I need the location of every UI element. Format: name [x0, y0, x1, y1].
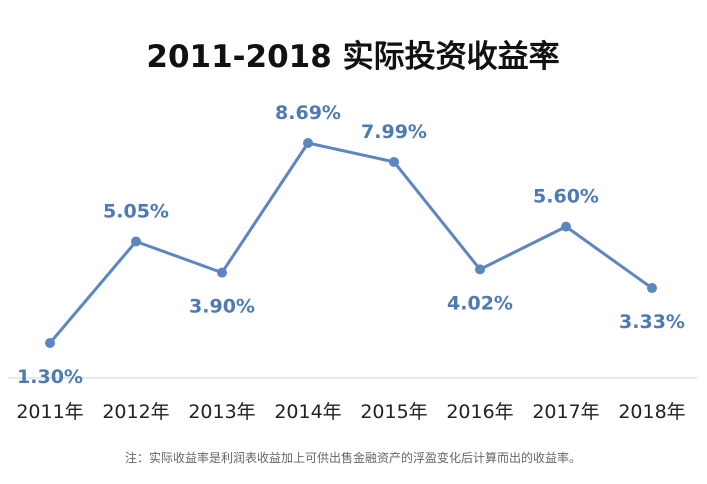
data-point: [131, 236, 141, 247]
data-point: [303, 138, 313, 148]
x-tick-label: 2015年: [360, 401, 427, 423]
series-line: [48, 141, 653, 344]
series-group: [45, 138, 657, 348]
x-tick-label: 2013年: [188, 401, 255, 423]
data-point: [475, 264, 485, 275]
data-label: 3.90%: [189, 296, 255, 318]
x-tick-labels-group: 2011年 2012年 2013年 2014年 2015年 2016年 2017年 2018年: [16, 401, 685, 423]
data-point: [217, 267, 227, 278]
x-tick-label: 2018年: [618, 401, 685, 423]
data-label: 7.99%: [361, 121, 427, 143]
data-label: 4.02%: [447, 292, 513, 314]
data-point: [561, 221, 571, 232]
data-label: 1.30%: [17, 366, 83, 388]
footnote: 注：实际收益率是利润表收益加上可供出售金融资产的浮盈变化后计算而出的收益率。: [125, 450, 581, 465]
data-labels-group: 1.30% 5.05% 3.90% 8.69% 7.99% 4.02% 5.60% 3.33%: [17, 102, 685, 388]
x-tick-label: 2017年: [532, 401, 599, 423]
data-label: 5.05%: [103, 201, 169, 223]
data-point: [389, 156, 399, 167]
x-tick-label: 2012年: [102, 401, 169, 423]
x-tick-label: 2016年: [446, 401, 513, 423]
data-label: 5.60%: [533, 186, 599, 208]
data-point: [45, 338, 55, 348]
x-tick-label: 2011年: [16, 401, 83, 423]
chart-title: 2011-2018 实际投资收益率: [146, 39, 559, 75]
data-label: 8.69%: [275, 102, 341, 124]
x-tick-label: 2014年: [274, 401, 341, 423]
data-label: 3.33%: [619, 311, 685, 333]
data-point: [647, 283, 657, 294]
